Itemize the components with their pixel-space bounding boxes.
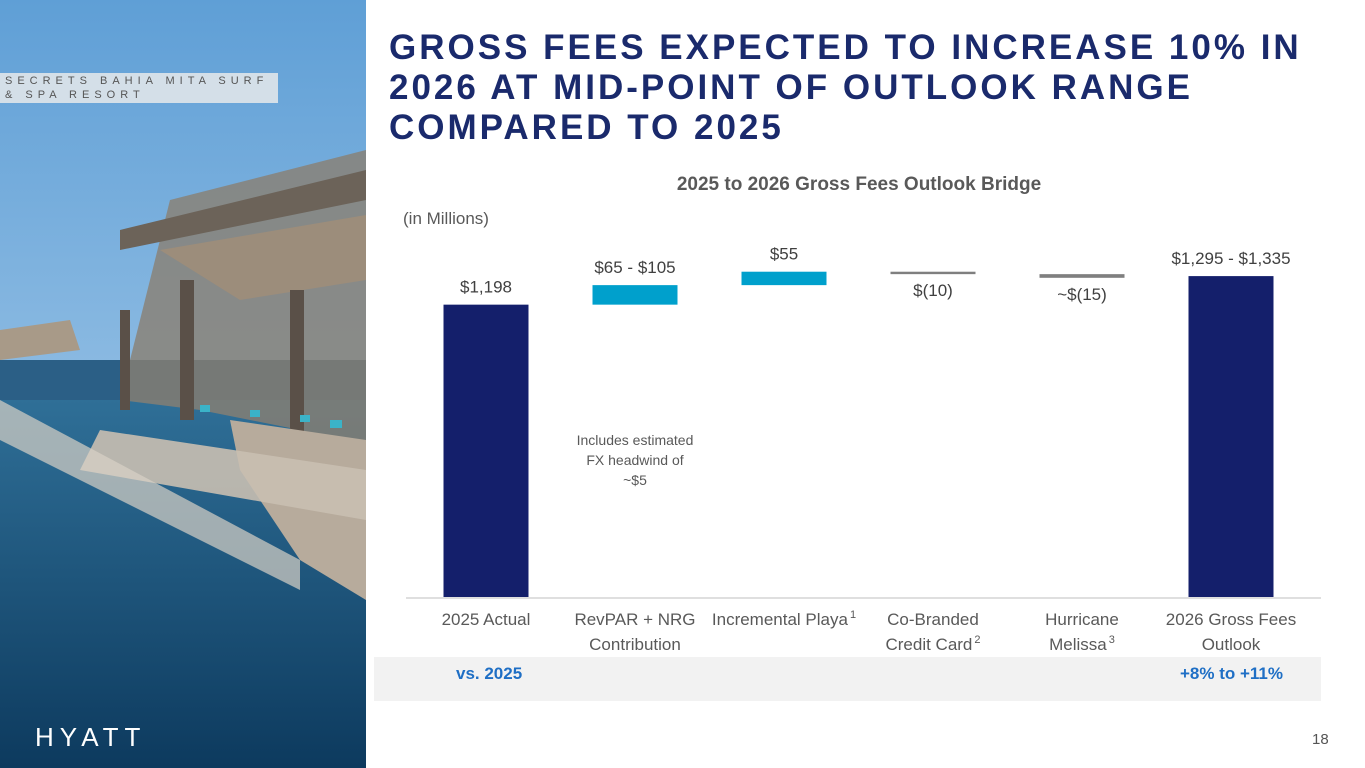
footnote-marker-4: 3 (1109, 634, 1115, 646)
photo-caption: SECRETS BAHIA MITA SURF & SPA RESORT (0, 73, 278, 103)
data-label-5: $1,295 - $1,335 (1171, 249, 1290, 268)
fx-annotation: Includes estimated (577, 432, 694, 448)
bar-3 (890, 271, 976, 275)
bar-1 (592, 285, 678, 305)
data-label-0: $1,198 (460, 278, 512, 297)
data-label-2: $55 (770, 245, 798, 264)
resort-photo: SECRETS BAHIA MITA SURF & SPA RESORT HYA… (0, 0, 366, 768)
x-tick-label-2: Incremental Playa 1 (712, 609, 856, 629)
x-tick-label-3: Co-Branded (887, 610, 979, 629)
unit-label: (in Millions) (403, 209, 489, 228)
x-tick-label-1: Contribution (589, 635, 681, 654)
page-title: GROSS FEES EXPECTED TO INCREASE 10% IN 2… (389, 28, 1302, 147)
comparison-value: +8% to +11% (1180, 664, 1284, 683)
fx-annotation: ~$5 (623, 472, 647, 488)
bar-0 (443, 304, 529, 597)
x-tick-label-5: Outlook (1202, 635, 1261, 654)
x-tick-label-3: Credit Card 2 (885, 634, 980, 654)
data-label-4: ~$(15) (1057, 285, 1107, 304)
data-label-1: $65 - $105 (594, 258, 675, 277)
x-tick-label-0: 2025 Actual (442, 610, 531, 629)
comparison-label: vs. 2025 (456, 664, 523, 683)
page-number: 18 (1312, 731, 1329, 748)
bar-5 (1188, 276, 1274, 597)
x-tick-label-4: Hurricane (1045, 610, 1119, 629)
chart-title: 2025 to 2026 Gross Fees Outlook Bridge (677, 174, 1041, 195)
comparison-band (374, 657, 1321, 701)
x-tick-label-4: Melissa 3 (1049, 634, 1115, 654)
x-tick-label-5: 2026 Gross Fees (1166, 610, 1296, 629)
footnote-marker-2: 1 (850, 609, 856, 621)
fx-annotation: FX headwind of (586, 452, 683, 468)
hyatt-logo: HYATT (35, 722, 147, 752)
bar-4 (1039, 274, 1125, 278)
data-label-3: $(10) (913, 281, 953, 300)
bar-2 (741, 271, 827, 286)
waterfall-chart: 2025 to 2026 Gross Fees Outlook Bridge (i… (403, 174, 1321, 654)
x-tick-label-1: RevPAR + NRG (574, 610, 695, 629)
footnote-marker-3: 2 (974, 634, 980, 646)
